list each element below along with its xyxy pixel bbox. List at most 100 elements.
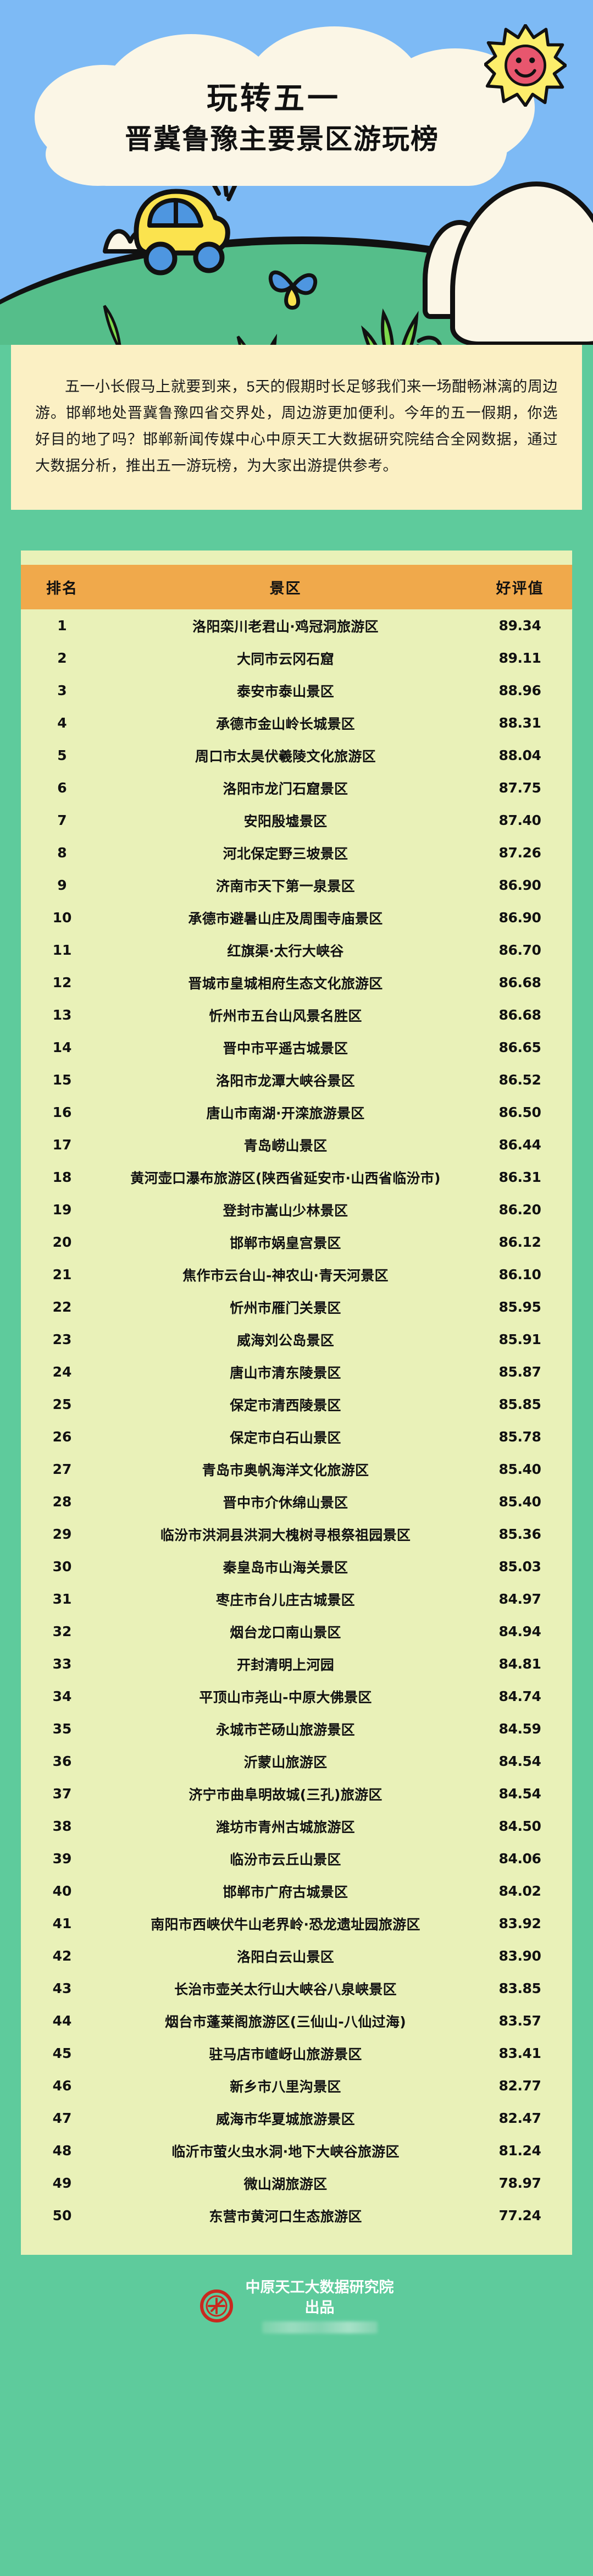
cell-scenic-area: 洛阳市龙门石窟景区 [223, 780, 348, 797]
cell-rank: 5 [57, 747, 67, 764]
cell-rating: 85.40 [498, 1461, 541, 1478]
cell-rank: 25 [52, 1396, 72, 1413]
cell-scenic-area: 长治市壶关太行山大峡谷八泉峡景区 [174, 1981, 397, 1997]
cell-rating: 84.59 [498, 1721, 541, 1737]
table-row: 49 微山湖旅游区 78.97 [21, 2167, 572, 2199]
cell-rating: 86.44 [498, 1137, 541, 1153]
cell-scenic-area: 临汾市洪洞县洪洞大槐树寻根祭祖园景区 [160, 1527, 411, 1543]
cell-rank: 36 [52, 1753, 72, 1770]
column-header-rank: 排名 [21, 565, 103, 610]
cell-scenic-area: 临沂市萤火虫水洞·地下大峡谷旅游区 [171, 2143, 400, 2160]
table-row: 15 洛阳市龙潭大峡谷景区 86.52 [21, 1064, 572, 1096]
title-cloud: 玩转五一 晋冀鲁豫主要景区游玩榜 [35, 26, 535, 186]
cell-rank: 43 [52, 1980, 72, 1997]
cell-scenic-area: 忻州市雁门关景区 [230, 1300, 341, 1316]
cell-rank: 32 [52, 1623, 72, 1640]
institute-logo-icon [199, 2289, 234, 2323]
table-row: 10 承德市避暑山庄及周围寺庙景区 86.90 [21, 901, 572, 934]
cell-rating: 85.03 [498, 1559, 541, 1575]
table-row: 30 秦皇岛市山海关景区 85.03 [21, 1550, 572, 1583]
cell-rank: 34 [52, 1688, 72, 1705]
cell-scenic-area: 威海市华夏城旅游景区 [215, 2111, 355, 2127]
cell-rating: 84.06 [498, 1851, 541, 1867]
table-header: 排名 景区 好评值 [21, 565, 572, 610]
cell-rating: 86.10 [498, 1267, 541, 1283]
table-row: 22 忻州市雁门关景区 85.95 [21, 1291, 572, 1323]
cell-rating: 86.70 [498, 942, 541, 959]
table-row: 3 泰安市泰山景区 88.96 [21, 674, 572, 707]
cell-rank: 31 [52, 1591, 72, 1608]
cell-scenic-area: 济南市天下第一泉景区 [215, 878, 355, 894]
cell-scenic-area: 永城市芒砀山旅游景区 [215, 1721, 355, 1738]
cell-scenic-area: 泰安市泰山景区 [236, 683, 335, 700]
cell-rating: 89.11 [498, 650, 541, 667]
cell-scenic-area: 承德市避暑山庄及周围寺庙景区 [188, 910, 383, 927]
cell-scenic-area: 邯郸市娲皇宫景区 [230, 1235, 341, 1251]
cell-scenic-area: 河北保定野三坡景区 [223, 845, 348, 862]
table-row: 20 邯郸市娲皇宫景区 86.12 [21, 1226, 572, 1258]
cell-scenic-area: 南阳市西峡伏牛山老界岭·恐龙遗址园旅游区 [151, 1916, 420, 1933]
footer-produced-by: 出品 [304, 2299, 335, 2316]
cell-rank: 29 [52, 1526, 72, 1543]
table-row: 37 济宁市曲阜明故城(三孔)旅游区 84.54 [21, 1777, 572, 1810]
cell-scenic-area: 红旗渠·太行大峡谷 [227, 943, 344, 959]
cell-scenic-area: 保定市白石山景区 [230, 1429, 341, 1446]
table-row: 40 邯郸市广府古城景区 84.02 [21, 1875, 572, 1907]
butterfly-illustration [264, 256, 324, 319]
cell-rank: 26 [52, 1429, 72, 1445]
cell-rating: 84.81 [498, 1656, 541, 1672]
table-row: 1 洛阳栾川老君山·鸡冠洞旅游区 89.34 [21, 609, 572, 642]
cell-scenic-area: 新乡市八里沟景区 [230, 2078, 341, 2095]
footer-institute-name: 中原天工大数据研究院 [245, 2279, 394, 2297]
table-row: 18 黄河壶口瀑布旅游区(陕西省延安市·山西省临汾市) 86.31 [21, 1161, 572, 1193]
grass-illustration [99, 297, 137, 345]
cell-scenic-area: 安阳殷墟景区 [243, 813, 328, 829]
car-illustration [121, 165, 253, 286]
cell-rating: 85.78 [498, 1429, 541, 1445]
cell-scenic-area: 洛阳白云山景区 [236, 1948, 335, 1965]
cell-rank: 39 [52, 1851, 72, 1867]
cell-scenic-area: 平顶山市尧山-中原大佛景区 [199, 1689, 372, 1705]
cell-rating: 83.57 [498, 2013, 541, 2029]
cell-scenic-area: 济宁市曲阜明故城(三孔)旅游区 [189, 1786, 383, 1803]
cell-rating: 86.90 [498, 877, 541, 894]
cell-scenic-area: 驻马店市嵖岈山旅游景区 [209, 2046, 362, 2062]
cell-rank: 16 [52, 1104, 72, 1121]
cell-rating: 86.52 [498, 1072, 541, 1088]
cell-scenic-area: 晋中市平遥古城景区 [223, 1040, 348, 1056]
table-row: 6 洛阳市龙门石窟景区 87.75 [21, 772, 572, 804]
cell-scenic-area: 邯郸市广府古城景区 [223, 1884, 348, 1900]
table-row: 50 东营市黄河口生态旅游区 77.24 [21, 2199, 572, 2232]
cell-rank: 2 [57, 650, 67, 667]
cell-scenic-area: 沂蒙山旅游区 [243, 1754, 328, 1770]
table-header-row: 排名 景区 好评值 [21, 565, 572, 610]
table-row: 13 忻州市五台山风景名胜区 86.68 [21, 999, 572, 1031]
table-row: 44 烟台市蓬莱阁旅游区(三仙山-八仙过海) 83.57 [21, 2005, 572, 2037]
cell-rating: 78.97 [498, 2175, 541, 2192]
table-row: 8 河北保定野三坡景区 87.26 [21, 836, 572, 869]
cell-scenic-area: 潍坊市青州古城旅游区 [215, 1819, 355, 1835]
cell-scenic-area: 东营市黄河口生态旅游区 [209, 2208, 362, 2225]
cell-rating: 84.74 [498, 1688, 541, 1705]
intro-paragraph: 五一小长假马上就要到来，5天的假期时长足够我们来一场酣畅淋漓的周边游。邯郸地处晋… [35, 378, 558, 475]
table-row: 19 登封市嵩山少林景区 86.20 [21, 1193, 572, 1226]
table-row: 16 唐山市南湖·开滦旅游景区 86.50 [21, 1096, 572, 1129]
cell-rank: 50 [52, 2208, 72, 2224]
cell-rank: 4 [57, 715, 67, 731]
cell-rank: 27 [52, 1461, 72, 1478]
tent-illustration [352, 308, 495, 345]
table-row: 35 永城市芒砀山旅游景区 84.59 [21, 1713, 572, 1745]
cell-rating: 85.36 [498, 1526, 541, 1543]
cell-rank: 6 [57, 780, 67, 796]
cell-rank: 48 [52, 2143, 72, 2159]
cell-rating: 85.95 [498, 1299, 541, 1315]
page-subtitle: 晋冀鲁豫主要景区游玩榜 [125, 123, 439, 155]
cell-rank: 3 [57, 682, 67, 699]
column-header-scenic-area: 景区 [103, 565, 468, 610]
cell-rank: 38 [52, 1818, 72, 1835]
cell-rating: 83.41 [498, 2045, 541, 2062]
cell-scenic-area: 忻州市五台山风景名胜区 [209, 1008, 362, 1024]
cell-rank: 24 [52, 1364, 72, 1380]
cell-rating: 86.50 [498, 1104, 541, 1121]
table-row: 14 晋中市平遥古城景区 86.65 [21, 1031, 572, 1064]
